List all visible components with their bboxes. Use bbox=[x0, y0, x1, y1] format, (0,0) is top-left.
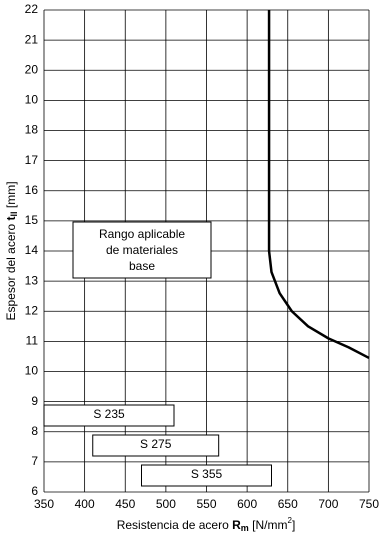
y-tick-label: 13 bbox=[25, 273, 39, 287]
steel-range-label: S 235 bbox=[93, 407, 125, 421]
y-tick-label: 14 bbox=[25, 243, 39, 257]
y-axis-label: Espesor del acero tll [mm] bbox=[4, 181, 19, 320]
y-tick-label: 15 bbox=[25, 213, 39, 227]
y-tick-label: 21 bbox=[25, 32, 39, 46]
y-tick-label: 18 bbox=[25, 123, 39, 137]
y-tick-label: 8 bbox=[31, 424, 38, 438]
x-tick-label: 350 bbox=[34, 497, 54, 511]
y-tick-label: 20 bbox=[25, 62, 39, 76]
annotation-line: base bbox=[129, 259, 155, 273]
steel-range bbox=[92, 434, 220, 457]
y-tick-label: 22 bbox=[25, 2, 39, 16]
x-axis-label: Resistencia de acero Rm [N/mm2] bbox=[117, 516, 296, 533]
x-tick-label: 600 bbox=[237, 497, 257, 511]
y-tick-label: 6 bbox=[31, 484, 38, 498]
x-tick-label: 450 bbox=[115, 497, 135, 511]
x-tick-label: 750 bbox=[359, 497, 379, 511]
steel-range-label: S 355 bbox=[191, 467, 223, 481]
x-tick-label: 650 bbox=[278, 497, 298, 511]
steel-range bbox=[141, 464, 272, 487]
annotation-line: de materiales bbox=[106, 243, 178, 257]
y-tick-label: 16 bbox=[25, 183, 39, 197]
y-tick-label: 10 bbox=[25, 93, 39, 107]
data-line bbox=[267, 10, 370, 360]
y-tick-label: 10 bbox=[25, 364, 39, 378]
annotation-line: Rango aplicable bbox=[99, 227, 185, 241]
x-tick-label: 550 bbox=[196, 497, 216, 511]
y-tick-label: 7 bbox=[31, 454, 38, 468]
x-tick-label: 400 bbox=[75, 497, 95, 511]
x-tick-label: 700 bbox=[318, 497, 338, 511]
y-tick-label: 17 bbox=[25, 153, 39, 167]
y-tick-label: 9 bbox=[31, 394, 38, 408]
y-tick-label: 11 bbox=[26, 334, 39, 348]
steel-range bbox=[43, 404, 175, 427]
x-tick-label: 500 bbox=[156, 497, 176, 511]
plot-area bbox=[43, 9, 370, 493]
y-tick-label: 12 bbox=[25, 303, 39, 317]
steel-range-label: S 275 bbox=[140, 437, 172, 451]
annotation-box bbox=[72, 221, 212, 279]
